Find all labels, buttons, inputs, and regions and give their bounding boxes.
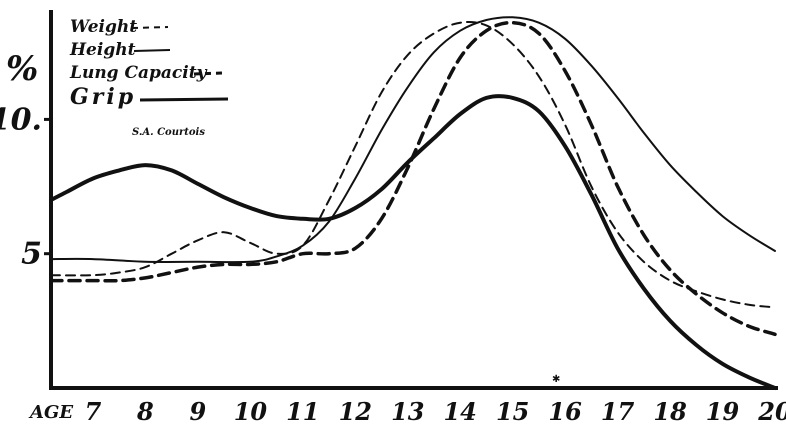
x-tick-label-10: 10 bbox=[234, 397, 268, 426]
y-tick-label-10: 10. bbox=[0, 102, 42, 137]
stray-mark: ✱ bbox=[552, 374, 560, 385]
x-tick-label-14: 14 bbox=[443, 397, 476, 426]
x-tick-label-16: 16 bbox=[548, 397, 582, 426]
x-tick-label-12: 12 bbox=[339, 397, 372, 426]
x-tick-label-8: 8 bbox=[136, 397, 154, 426]
series-line-lung-capacity bbox=[49, 20, 777, 337]
y-tick-group: 5 10. bbox=[0, 102, 51, 272]
legend-label-lung-capacity: Lung Capacity bbox=[69, 63, 208, 83]
x-tick-label-7: 7 bbox=[85, 397, 102, 426]
series-line-weight bbox=[50, 20, 776, 309]
x-axis-label: AGE bbox=[28, 402, 73, 423]
legend-label-height: Height bbox=[69, 40, 136, 60]
x-tick-group: 7 8 9 10 11 12 13 14 15 16 17 18 19 20 bbox=[85, 397, 786, 426]
series-line-grip bbox=[49, 94, 777, 390]
x-tick-label-9: 9 bbox=[190, 397, 207, 426]
legend-sample-height bbox=[133, 49, 171, 52]
x-tick-label-20: 20 bbox=[757, 397, 786, 426]
y-tick-label-5: 5 bbox=[21, 237, 42, 272]
y-axis-label: % bbox=[6, 49, 38, 89]
legend-sample-weight bbox=[131, 26, 169, 29]
x-tick-label-13: 13 bbox=[391, 397, 424, 426]
legend-label-weight: Weight bbox=[70, 17, 137, 37]
x-tick-label-18: 18 bbox=[653, 397, 687, 426]
credit-text: S.A. Courtois bbox=[132, 127, 205, 138]
legend-sample-grip bbox=[139, 97, 229, 102]
x-tick-label-15: 15 bbox=[496, 397, 529, 426]
legend-sample-lung-capacity bbox=[193, 71, 223, 76]
x-tick-label-19: 19 bbox=[706, 397, 740, 426]
x-tick-label-17: 17 bbox=[601, 397, 635, 426]
series-line-height bbox=[50, 16, 776, 264]
x-tick-label-11: 11 bbox=[286, 397, 319, 426]
series-layer bbox=[49, 16, 777, 390]
legend-label-grip: Grip bbox=[70, 84, 136, 110]
